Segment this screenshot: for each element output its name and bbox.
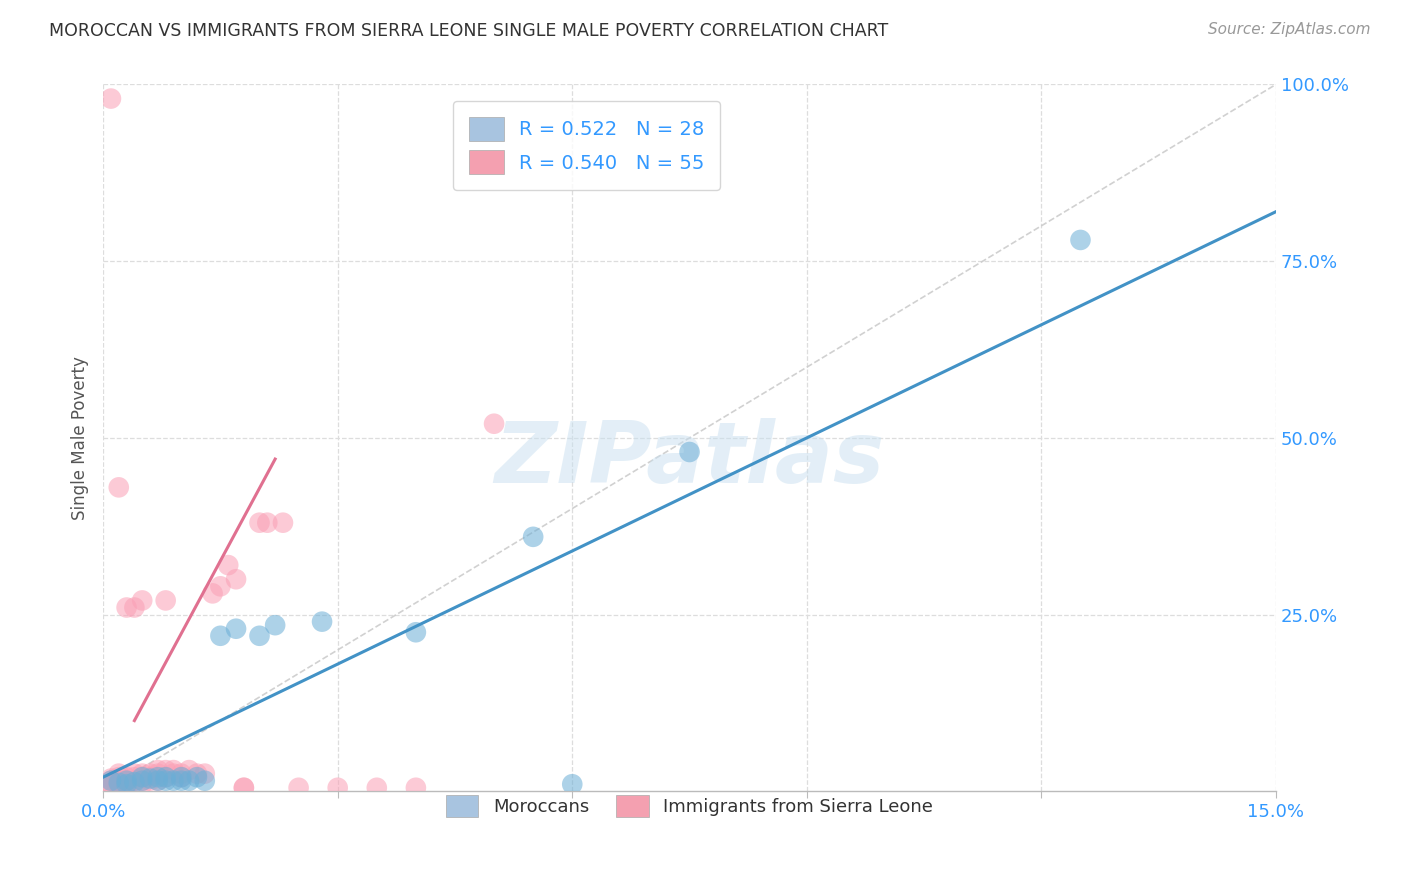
Point <box>155 770 177 784</box>
Point <box>131 773 153 788</box>
Point <box>100 92 122 106</box>
Point <box>107 776 129 790</box>
Point <box>162 773 184 788</box>
Point <box>162 766 184 780</box>
Point <box>405 625 427 640</box>
Point <box>115 777 138 791</box>
Point <box>107 766 129 780</box>
Point <box>209 579 232 593</box>
Point <box>366 780 388 795</box>
Point <box>107 780 129 795</box>
Point <box>131 777 153 791</box>
Point <box>170 773 193 788</box>
Point <box>131 773 153 788</box>
Point <box>170 766 193 780</box>
Point <box>1069 233 1091 247</box>
Point <box>124 770 146 784</box>
Point <box>146 770 169 784</box>
Point <box>100 773 122 788</box>
Point <box>107 777 129 791</box>
Point <box>186 770 208 784</box>
Y-axis label: Single Male Poverty: Single Male Poverty <box>72 356 89 520</box>
Point <box>155 770 177 784</box>
Point <box>139 766 162 780</box>
Point <box>155 763 177 777</box>
Point <box>139 772 162 786</box>
Text: MOROCCAN VS IMMIGRANTS FROM SIERRA LEONE SINGLE MALE POVERTY CORRELATION CHART: MOROCCAN VS IMMIGRANTS FROM SIERRA LEONE… <box>49 22 889 40</box>
Point <box>139 770 162 784</box>
Point <box>209 629 232 643</box>
Point <box>405 780 427 795</box>
Point <box>232 780 254 795</box>
Point <box>115 777 138 791</box>
Point <box>100 772 122 786</box>
Point <box>124 775 146 789</box>
Point <box>124 766 146 780</box>
Point <box>194 773 217 788</box>
Point <box>326 780 349 795</box>
Point <box>131 770 153 784</box>
Point <box>139 773 162 788</box>
Point <box>146 766 169 780</box>
Point <box>146 773 169 788</box>
Point <box>115 773 138 788</box>
Point <box>264 618 287 632</box>
Point <box>179 763 201 777</box>
Point <box>522 530 544 544</box>
Point <box>115 600 138 615</box>
Point <box>561 777 583 791</box>
Point <box>100 777 122 791</box>
Point <box>256 516 278 530</box>
Point <box>287 780 309 795</box>
Point <box>107 770 129 784</box>
Point <box>225 572 247 586</box>
Point <box>249 629 271 643</box>
Point <box>107 773 129 788</box>
Point <box>115 770 138 784</box>
Text: Source: ZipAtlas.com: Source: ZipAtlas.com <box>1208 22 1371 37</box>
Point <box>131 766 153 780</box>
Point <box>170 770 193 784</box>
Point <box>186 766 208 780</box>
Point <box>115 780 138 795</box>
Point <box>201 586 224 600</box>
Point <box>146 773 169 788</box>
Point <box>194 766 217 780</box>
Point <box>217 558 239 573</box>
Point <box>115 773 138 788</box>
Point <box>131 593 153 607</box>
Point <box>100 780 122 795</box>
Point <box>249 516 271 530</box>
Point <box>131 770 153 784</box>
Point <box>271 516 294 530</box>
Point <box>107 480 129 494</box>
Point <box>170 770 193 784</box>
Point <box>124 600 146 615</box>
Point <box>146 763 169 777</box>
Legend: Moroccans, Immigrants from Sierra Leone: Moroccans, Immigrants from Sierra Leone <box>439 789 941 825</box>
Point <box>678 445 700 459</box>
Point <box>482 417 505 431</box>
Point <box>225 622 247 636</box>
Point <box>162 763 184 777</box>
Point <box>232 780 254 795</box>
Point <box>155 593 177 607</box>
Point <box>155 773 177 788</box>
Text: ZIPatlas: ZIPatlas <box>495 417 884 500</box>
Point <box>179 773 201 788</box>
Point <box>100 773 122 788</box>
Point <box>124 773 146 788</box>
Point <box>311 615 333 629</box>
